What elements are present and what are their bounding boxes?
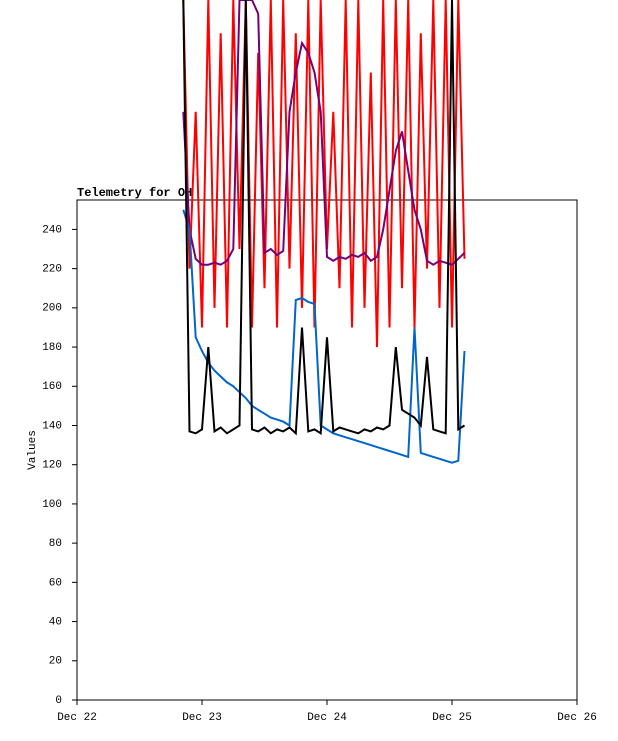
series-line [182,0,466,266]
series-line [182,209,466,464]
y-tick-label: 220 [42,264,62,276]
y-tick-label: 100 [42,499,62,511]
x-tick-label: Dec 23 [182,712,222,724]
y-tick-label: 200 [42,303,62,315]
x-tick-label: Dec 26 [557,712,597,724]
chart-title: Telemetry for OH [77,186,192,200]
y-axis-label: Values [27,430,39,470]
x-tick-label: Dec 24 [307,712,347,724]
y-tick-label: 20 [49,656,62,668]
series-line [182,0,466,348]
x-tick-label: Dec 25 [432,712,472,724]
y-tick-label: 240 [42,224,62,236]
y-tick-label: 40 [49,616,62,628]
y-tick-label: 160 [42,381,62,393]
y-tick-label: 60 [49,577,62,589]
y-tick-label: 80 [49,538,62,550]
y-tick-label: 180 [42,342,62,354]
series-line [182,0,466,436]
y-tick-label: 140 [42,420,62,432]
x-tick-label: Dec 22 [57,712,97,724]
plot-frame [76,199,578,701]
y-tick-label: 0 [55,695,62,707]
y-tick-label: 120 [42,460,62,472]
